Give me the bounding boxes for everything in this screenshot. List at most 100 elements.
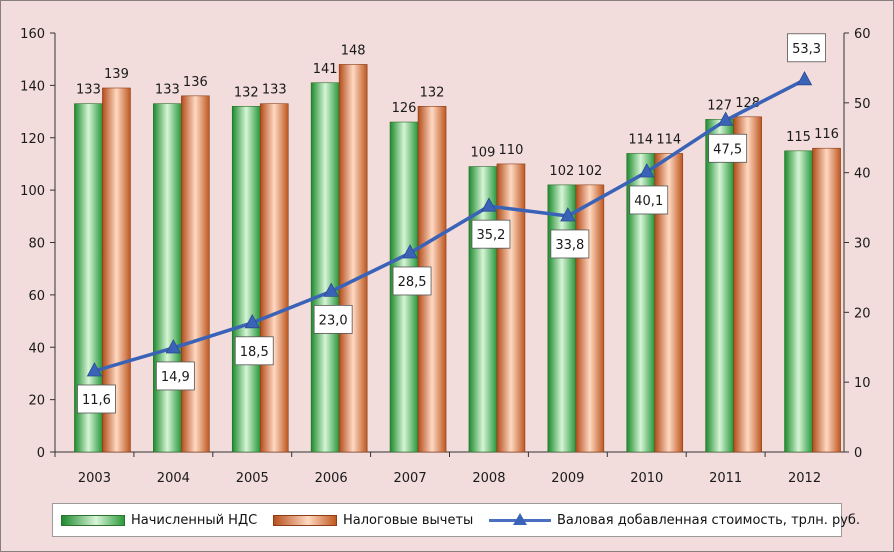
bar-label-nachislenny-nds: 141 xyxy=(313,62,338,77)
bar-label-nalogovye-vychety: 110 xyxy=(499,143,524,158)
x-tick-label: 2006 xyxy=(315,471,348,486)
bar-label-nalogovye-vychety: 133 xyxy=(262,83,287,98)
y-right-tick-label: 50 xyxy=(854,97,871,112)
y-left-tick-label: 160 xyxy=(20,27,45,42)
bar-nalogovye-vychety xyxy=(575,184,605,453)
y-right-tick-label: 0 xyxy=(854,446,862,461)
legend-label-series-2: Налоговые вычеты xyxy=(343,512,474,528)
bar-label-nalogovye-vychety: 139 xyxy=(104,67,129,82)
legend-item-series-3: Валовая добавленная стоимость, трлн. руб… xyxy=(489,504,860,536)
chart-legend: Начисленный НДС Налоговые вычеты Валовая… xyxy=(52,503,860,537)
x-tick-label: 2007 xyxy=(394,471,427,486)
x-tick-label: 2009 xyxy=(551,471,584,486)
bar-label-nalogovye-vychety: 102 xyxy=(577,164,602,179)
bar-label-nalogovye-vychety: 132 xyxy=(420,85,445,100)
bar-nalogovye-vychety xyxy=(733,116,762,453)
y-left-tick-label: 120 xyxy=(20,132,45,147)
line-point-marker xyxy=(323,282,339,297)
bar-nachislenny-nds xyxy=(784,150,813,453)
legend-swatch-series-1 xyxy=(61,514,125,526)
y-left-tick-label: 40 xyxy=(28,341,45,356)
y-right-tick-label: 10 xyxy=(854,376,871,391)
line-value-label: 18,5 xyxy=(240,345,269,360)
bar-nalogovye-vychety xyxy=(259,103,289,453)
line-point-marker xyxy=(165,339,182,354)
chart-plot: 0 20 40 60 80 100 120 140 160 0 10 20 30 40 50 60 2003 13… xyxy=(20,27,871,486)
bar-nalogovye-vychety xyxy=(496,163,526,453)
bar-nachislenny-nds xyxy=(547,184,577,453)
y-left-tick-label: 80 xyxy=(28,237,45,252)
line-value-label-box xyxy=(155,361,195,391)
bar-label-nalogovye-vychety: 136 xyxy=(183,75,208,90)
bar-label-nalogovye-vychety: 114 xyxy=(656,132,681,147)
y-right-tick-label: 40 xyxy=(854,167,871,182)
y-left-tick-label: 20 xyxy=(28,394,45,409)
bar-nachislenny-nds xyxy=(705,119,734,453)
line-point-marker xyxy=(481,197,497,212)
bar-label-nalogovye-vychety: 148 xyxy=(341,43,366,58)
line-value-label-box xyxy=(313,304,353,334)
bar-label-nachislenny-nds: 127 xyxy=(707,98,732,113)
bar-label-nachislenny-nds: 114 xyxy=(628,132,653,147)
x-tick-label: 2003 xyxy=(78,471,111,486)
line-value-label: 14,9 xyxy=(161,370,190,385)
line-value-label-box xyxy=(629,185,669,215)
x-tick-label: 2012 xyxy=(788,471,821,486)
legend-swatch-series-2 xyxy=(273,514,337,526)
line-value-label-box xyxy=(708,133,748,163)
line-valovaya-dobavlennaya-stoimost xyxy=(93,78,806,373)
bar-label-nachislenny-nds: 102 xyxy=(549,164,574,179)
line-point-marker xyxy=(717,111,734,126)
line-point-marker xyxy=(86,362,103,377)
legend-swatch-series-3 xyxy=(489,513,551,527)
legend-item-series-1: Начисленный НДС xyxy=(61,504,257,536)
bar-nalogovye-vychety xyxy=(181,95,210,453)
bar-nachislenny-nds xyxy=(231,106,261,453)
line-value-label-box xyxy=(550,229,590,259)
line-value-label: 35,2 xyxy=(476,228,505,243)
bar-nachislenny-nds xyxy=(310,82,340,453)
bar-label-nalogovye-vychety: 116 xyxy=(814,127,839,142)
bar-nalogovye-vychety xyxy=(812,147,841,453)
bar-label-nachislenny-nds: 126 xyxy=(392,101,417,116)
line-value-label: 53,3 xyxy=(792,42,821,57)
y-right-tick-label: 60 xyxy=(854,27,871,42)
line-point-marker xyxy=(402,244,418,259)
bar-label-nachislenny-nds: 109 xyxy=(471,146,496,161)
x-tick-label: 2011 xyxy=(709,471,742,486)
line-value-label: 23,0 xyxy=(319,313,348,328)
line-value-label: 40,1 xyxy=(634,194,663,209)
line-value-label: 11,6 xyxy=(82,393,111,408)
line-value-label-box xyxy=(392,266,432,296)
y-left-tick-label: 100 xyxy=(20,184,45,199)
y-left-tick-label: 0 xyxy=(37,446,45,461)
legend-label-series-3: Валовая добавленная стоимость, трлн. руб… xyxy=(557,512,861,528)
line-value-label-box xyxy=(471,219,511,249)
line-value-label-box xyxy=(787,33,826,63)
bar-label-nachislenny-nds: 115 xyxy=(786,130,811,145)
y-left-tick-label: 140 xyxy=(20,79,45,94)
legend-item-series-2: Налоговые вычеты xyxy=(273,504,473,536)
bar-label-nachislenny-nds: 132 xyxy=(234,85,259,100)
x-tick-label: 2008 xyxy=(472,471,505,486)
line-value-label-box xyxy=(77,384,116,414)
bar-label-nachislenny-nds: 133 xyxy=(155,83,180,98)
line-point-marker xyxy=(244,313,260,329)
bar-label-nachislenny-nds: 133 xyxy=(76,83,101,98)
bar-nachislenny-nds xyxy=(153,103,182,453)
line-point-marker xyxy=(796,70,813,86)
bar-nalogovye-vychety xyxy=(338,64,368,453)
x-tick-label: 2010 xyxy=(630,471,663,486)
line-value-label: 28,5 xyxy=(398,275,427,290)
y-left-tick-label: 60 xyxy=(28,289,45,304)
y-right-tick-label: 30 xyxy=(854,237,871,252)
x-tick-label: 2004 xyxy=(157,471,190,486)
y-right-tick-label: 20 xyxy=(854,306,871,321)
x-tick-label: 2005 xyxy=(236,471,269,486)
line-value-label: 47,5 xyxy=(713,142,742,157)
line-value-label: 33,8 xyxy=(555,238,584,253)
line-point-marker xyxy=(560,207,576,222)
line-value-label-box xyxy=(234,336,274,366)
line-point-marker xyxy=(639,163,655,178)
legend-label-series-1: Начисленный НДС xyxy=(131,512,258,528)
